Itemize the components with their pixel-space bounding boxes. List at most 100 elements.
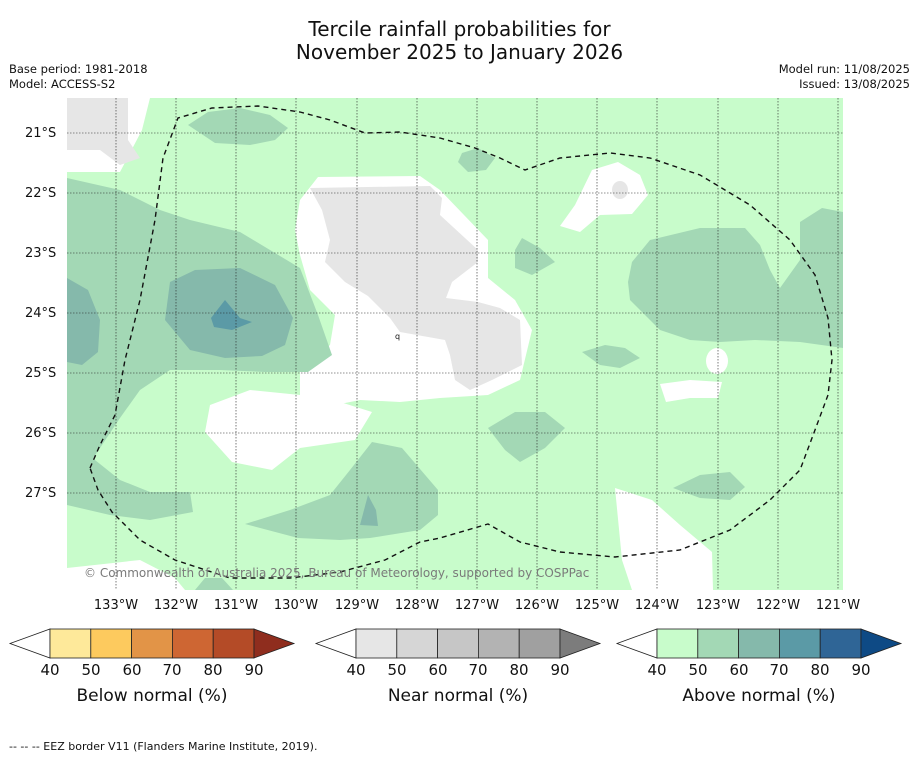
lon-label-126w: 126°W	[514, 598, 560, 613]
above-50-mid-south	[488, 412, 565, 462]
map-small-marker: q	[395, 332, 400, 341]
colorbar-title-above: Above normal (%)	[682, 686, 836, 706]
lon-label-131w: 131°W	[213, 598, 259, 613]
near-tick-60: 60	[428, 661, 448, 679]
colorbar-title-near: Near normal (%)	[387, 686, 529, 706]
lon-label-128w: 128°W	[394, 598, 440, 613]
near-colorbar-segment	[518, 628, 561, 659]
lon-label-132w: 132°W	[153, 598, 199, 613]
above-tick-40: 40	[647, 661, 667, 679]
near-tick-70: 70	[468, 661, 488, 679]
lon-label-125w: 125°W	[574, 598, 620, 613]
above-colorbar-min-extend	[615, 628, 658, 659]
below-colorbar-segment	[49, 628, 92, 659]
white-region-south-left	[205, 390, 372, 470]
lon-label-127w: 127°W	[454, 598, 500, 613]
below-tick-50: 50	[81, 661, 101, 679]
below-tick-80: 80	[203, 661, 223, 679]
near-colorbar-min-extend	[314, 628, 357, 659]
below-tick-70: 70	[162, 661, 182, 679]
lat-label-21s: 21°S	[25, 126, 57, 141]
title-line-1: Tercile rainfall probabilities for	[308, 17, 611, 41]
above-50-east	[628, 208, 843, 348]
below-tick-60: 60	[122, 661, 142, 679]
lon-label-129w: 129°W	[334, 598, 380, 613]
above-50-southwest	[67, 440, 193, 520]
below-colorbar-segment	[131, 628, 173, 659]
above-tick-60: 60	[729, 661, 749, 679]
below-colorbar-segment	[212, 628, 255, 659]
eez-footer-note: -- -- -- EEZ border V11 (Flanders Marine…	[9, 740, 318, 753]
near-tick-80: 80	[509, 661, 529, 679]
above-50-blob-center	[515, 238, 555, 275]
above-colorbar-max-extend	[860, 628, 903, 659]
above-50-top	[188, 108, 288, 145]
base-period-text: Base period: 1981-2018	[9, 62, 148, 76]
below-colorbar-max-extend	[253, 628, 296, 659]
near-colorbar-max-extend	[559, 628, 602, 659]
map-title: Tercile rainfall probabilities for Novem…	[0, 18, 919, 64]
above-50-small-north	[458, 148, 495, 172]
near-normal-dot-northeast	[612, 181, 628, 199]
near-colorbar-segment	[437, 628, 479, 659]
near-colorbar-segment	[396, 628, 438, 659]
model-run-text: Model run: 11/08/2025	[778, 62, 910, 76]
above-colorbar-segment	[819, 628, 862, 659]
above-50-mid-east	[582, 345, 640, 368]
above-colorbar-segment	[656, 628, 699, 659]
map-area: q © Commonwealth of Australia 2025, Bure…	[67, 98, 843, 590]
meta-left: Base period: 1981-2018 Model: ACCESS-S2	[9, 62, 148, 92]
lat-label-24s: 24°S	[25, 306, 57, 321]
near-colorbar-segment	[477, 628, 520, 659]
above-60-west-edge	[67, 278, 100, 365]
issued-text: Issued: 13/08/2025	[799, 77, 910, 91]
below-colorbar-segment	[90, 628, 133, 659]
above-60-south-small	[360, 495, 378, 526]
above-50-south-center	[245, 442, 438, 540]
near-colorbar-segment	[355, 628, 398, 659]
near-normal-region	[67, 98, 140, 165]
graticule	[67, 98, 843, 590]
model-text: Model: ACCESS-S2	[9, 77, 116, 91]
eez-border	[89, 105, 833, 579]
lon-label-121w: 121°W	[815, 598, 861, 613]
lat-label-25s: 25°S	[25, 366, 57, 381]
lon-label-130w: 130°W	[273, 598, 319, 613]
below-colorbar-min-extend	[8, 628, 51, 659]
lon-label-124w: 124°W	[634, 598, 680, 613]
above-tick-90: 90	[851, 661, 871, 679]
below-colorbar-segment	[171, 628, 214, 659]
lon-label-122w: 122°W	[755, 598, 801, 613]
near-normal-region-central	[310, 186, 522, 390]
above-tick-50: 50	[688, 661, 708, 679]
title-line-2: November 2025 to January 2026	[295, 40, 624, 64]
above-50-bottom	[195, 578, 233, 590]
above-tick-70: 70	[769, 661, 789, 679]
near-tick-40: 40	[346, 661, 366, 679]
lat-label-22s: 22°S	[25, 186, 57, 201]
lon-label-133w: 133°W	[93, 598, 139, 613]
white-region-mid-east	[660, 380, 722, 402]
white-region-bottom-left	[67, 560, 185, 590]
above-colorbar-segment	[697, 628, 739, 659]
white-region-northeast	[560, 162, 648, 232]
below-tick-90: 90	[244, 661, 264, 679]
lat-label-23s: 23°S	[25, 246, 57, 261]
above-colorbar-segment	[738, 628, 780, 659]
near-tick-50: 50	[387, 661, 407, 679]
copyright-text: © Commonwealth of Australia 2025, Bureau…	[84, 566, 589, 580]
lat-label-26s: 26°S	[25, 426, 57, 441]
colorbars	[8, 628, 903, 659]
below-tick-40: 40	[40, 661, 60, 679]
above-tick-80: 80	[810, 661, 830, 679]
white-region-southeast	[615, 488, 713, 590]
above-70-core	[211, 300, 252, 330]
colorbar-title-below: Below normal (%)	[76, 686, 228, 706]
above-colorbar-segment	[779, 628, 821, 659]
white-dot-east	[706, 348, 728, 374]
near-tick-90: 90	[550, 661, 570, 679]
meta-right: Model run: 11/08/2025 Issued: 13/08/2025	[779, 62, 910, 92]
lat-label-27s: 27°S	[25, 486, 57, 501]
lon-label-123w: 123°W	[695, 598, 741, 613]
